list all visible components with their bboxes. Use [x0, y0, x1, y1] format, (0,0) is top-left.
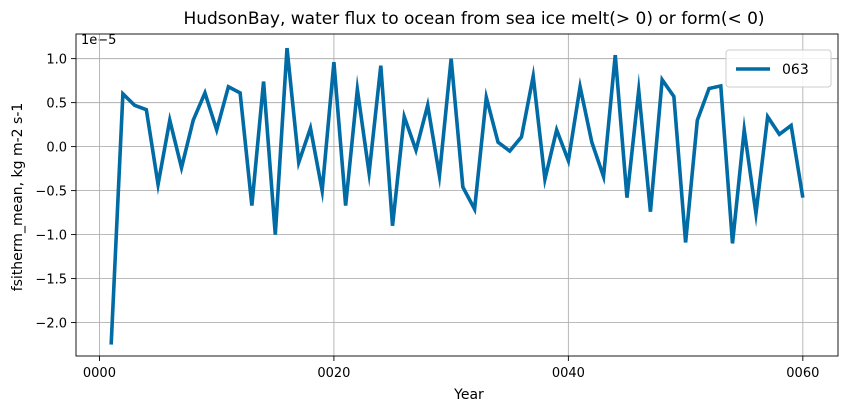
y-axis-ticks: −2.0 −1.5 −1.0 −0.5 0.0 0.5 1.0	[35, 53, 76, 332]
y-axis-title: fsitherm_mean, kg m-2 s-1	[10, 103, 26, 292]
x-tick-label: 0060	[786, 366, 819, 381]
x-axis-ticks: 0000 0020 0040 0060	[83, 356, 819, 381]
legend: 063	[725, 49, 832, 88]
y-axis-offset-label: 1e−5	[81, 33, 116, 48]
y-tick-label: −2.0	[35, 317, 67, 332]
series-line-063	[109, 47, 805, 345]
y-tick-label: 0.0	[46, 141, 67, 156]
legend-box	[725, 49, 832, 88]
chart-title: HudsonBay, water flux to ocean from sea …	[183, 9, 764, 29]
x-tick-label: 0040	[552, 366, 585, 381]
grid-lines	[76, 34, 838, 356]
series-layer	[109, 47, 805, 345]
plot-frame	[75, 33, 839, 357]
x-axis-title: Year	[453, 387, 484, 403]
y-tick-label: −1.0	[35, 229, 67, 244]
legend-label: 063	[782, 62, 809, 78]
x-tick-label: 0000	[83, 366, 116, 381]
y-tick-label: 0.5	[46, 97, 67, 112]
y-tick-label: −1.5	[35, 273, 67, 288]
y-tick-label: −0.5	[35, 185, 67, 200]
x-tick-label: 0020	[317, 366, 350, 381]
y-tick-label: 1.0	[46, 53, 67, 68]
